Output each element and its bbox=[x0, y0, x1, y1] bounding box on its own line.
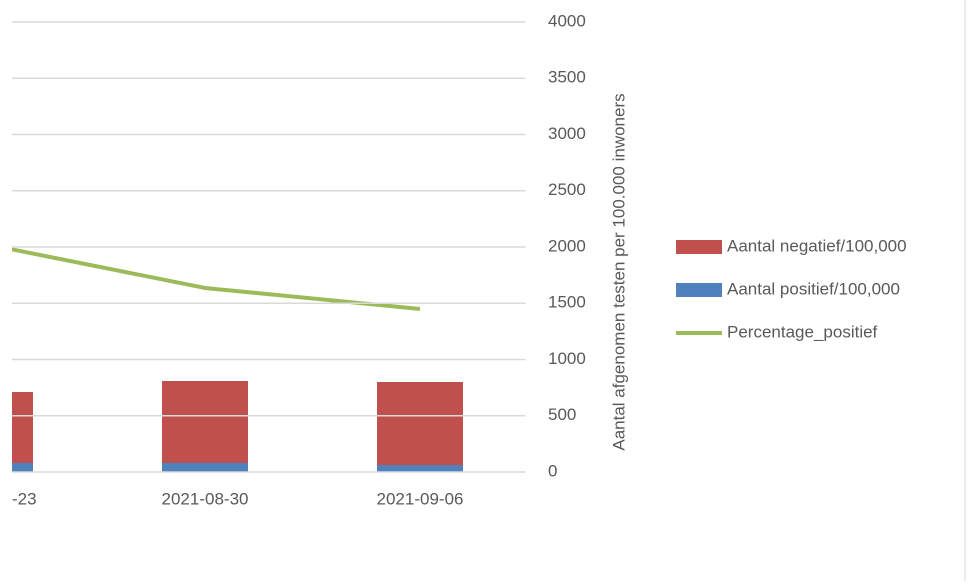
x-tick-label: 2021-08-30 bbox=[162, 489, 249, 508]
bar bbox=[377, 382, 463, 466]
y-tick-label: 3500 bbox=[548, 68, 586, 87]
plot-area bbox=[12, 247, 463, 472]
legend-swatch bbox=[676, 283, 722, 297]
y-tick-label: 500 bbox=[548, 405, 576, 424]
y-tick-label: 2000 bbox=[548, 236, 586, 255]
bar bbox=[12, 392, 33, 463]
y-tick-label: 0 bbox=[548, 461, 557, 480]
bar bbox=[12, 463, 33, 472]
legend-label: Aantal positief/100,000 bbox=[727, 279, 900, 298]
legend-swatch bbox=[676, 240, 722, 254]
y-tick-label: 1500 bbox=[548, 293, 586, 312]
bar bbox=[162, 380, 248, 463]
y-tick-label: 1000 bbox=[548, 349, 586, 368]
y-tick-label: 3000 bbox=[548, 124, 586, 143]
bar bbox=[377, 465, 463, 472]
y-tick-label: 4000 bbox=[548, 11, 586, 30]
bar bbox=[162, 463, 248, 472]
x-tick-label: -23 bbox=[12, 489, 37, 508]
y-tick-label: 2500 bbox=[548, 180, 586, 199]
y-axis-title: Aantal afgenomen testen per 100.000 inwo… bbox=[609, 93, 628, 450]
legend-label: Percentage_positief bbox=[727, 322, 878, 341]
line bbox=[12, 247, 421, 311]
x-tick-label: 2021-09-06 bbox=[377, 489, 464, 508]
legend-label: Aantal negatief/100,000 bbox=[727, 236, 907, 255]
